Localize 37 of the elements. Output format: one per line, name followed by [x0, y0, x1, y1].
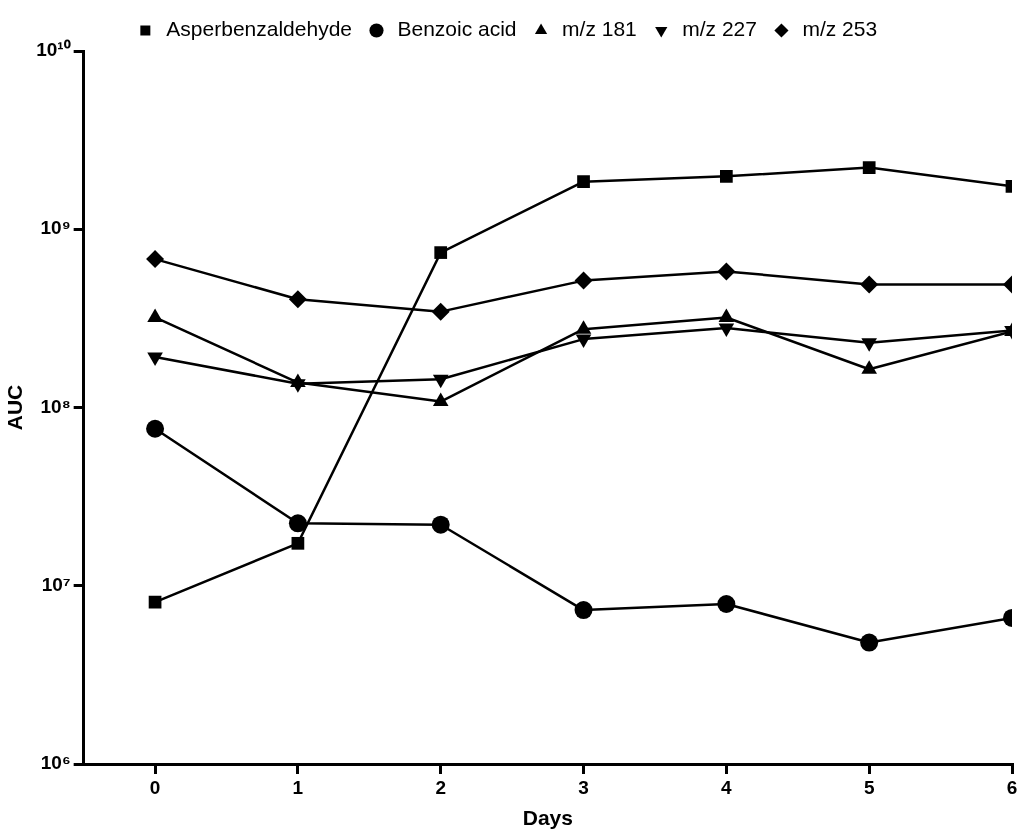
point [717, 262, 736, 281]
point [574, 271, 593, 290]
point [146, 250, 165, 269]
point [717, 595, 736, 613]
legend-label: Benzoic acid [397, 17, 517, 41]
y-tick-label: 10⁸ [40, 395, 71, 417]
point [288, 514, 307, 533]
point [574, 601, 593, 620]
y-tick-label: 10⁷ [41, 573, 71, 595]
legend-label: m/z 253 [802, 17, 878, 41]
point [431, 302, 450, 321]
y-tick-label: 10¹⁰ [36, 39, 71, 61]
y-tick-label: 10⁶ [40, 752, 71, 774]
point [577, 175, 590, 188]
point [431, 515, 450, 534]
point [288, 290, 307, 309]
point [146, 419, 165, 438]
legend-label: m/z 227 [682, 17, 757, 41]
x-tick-label: 6 [1006, 776, 1018, 798]
y-axis-title: AUC [3, 384, 27, 431]
legend-label: m/z 181 [562, 17, 637, 41]
point [719, 170, 733, 183]
x-tick-label: 0 [149, 776, 161, 798]
point [434, 246, 448, 259]
y-tick-label: 10⁹ [40, 217, 71, 239]
point [147, 352, 163, 366]
x-tick-label: 4 [721, 776, 733, 798]
point [291, 536, 305, 550]
point [860, 275, 879, 294]
point [860, 633, 879, 652]
x-tick-label: 2 [435, 776, 446, 798]
x-tick-label: 1 [292, 776, 304, 798]
x-tick-label: 5 [863, 776, 875, 798]
legend-label: Asperbenzaldehyde [166, 17, 352, 41]
point [862, 161, 876, 174]
x-tick-label: 3 [578, 776, 589, 798]
x-axis-title: Days [522, 806, 573, 830]
